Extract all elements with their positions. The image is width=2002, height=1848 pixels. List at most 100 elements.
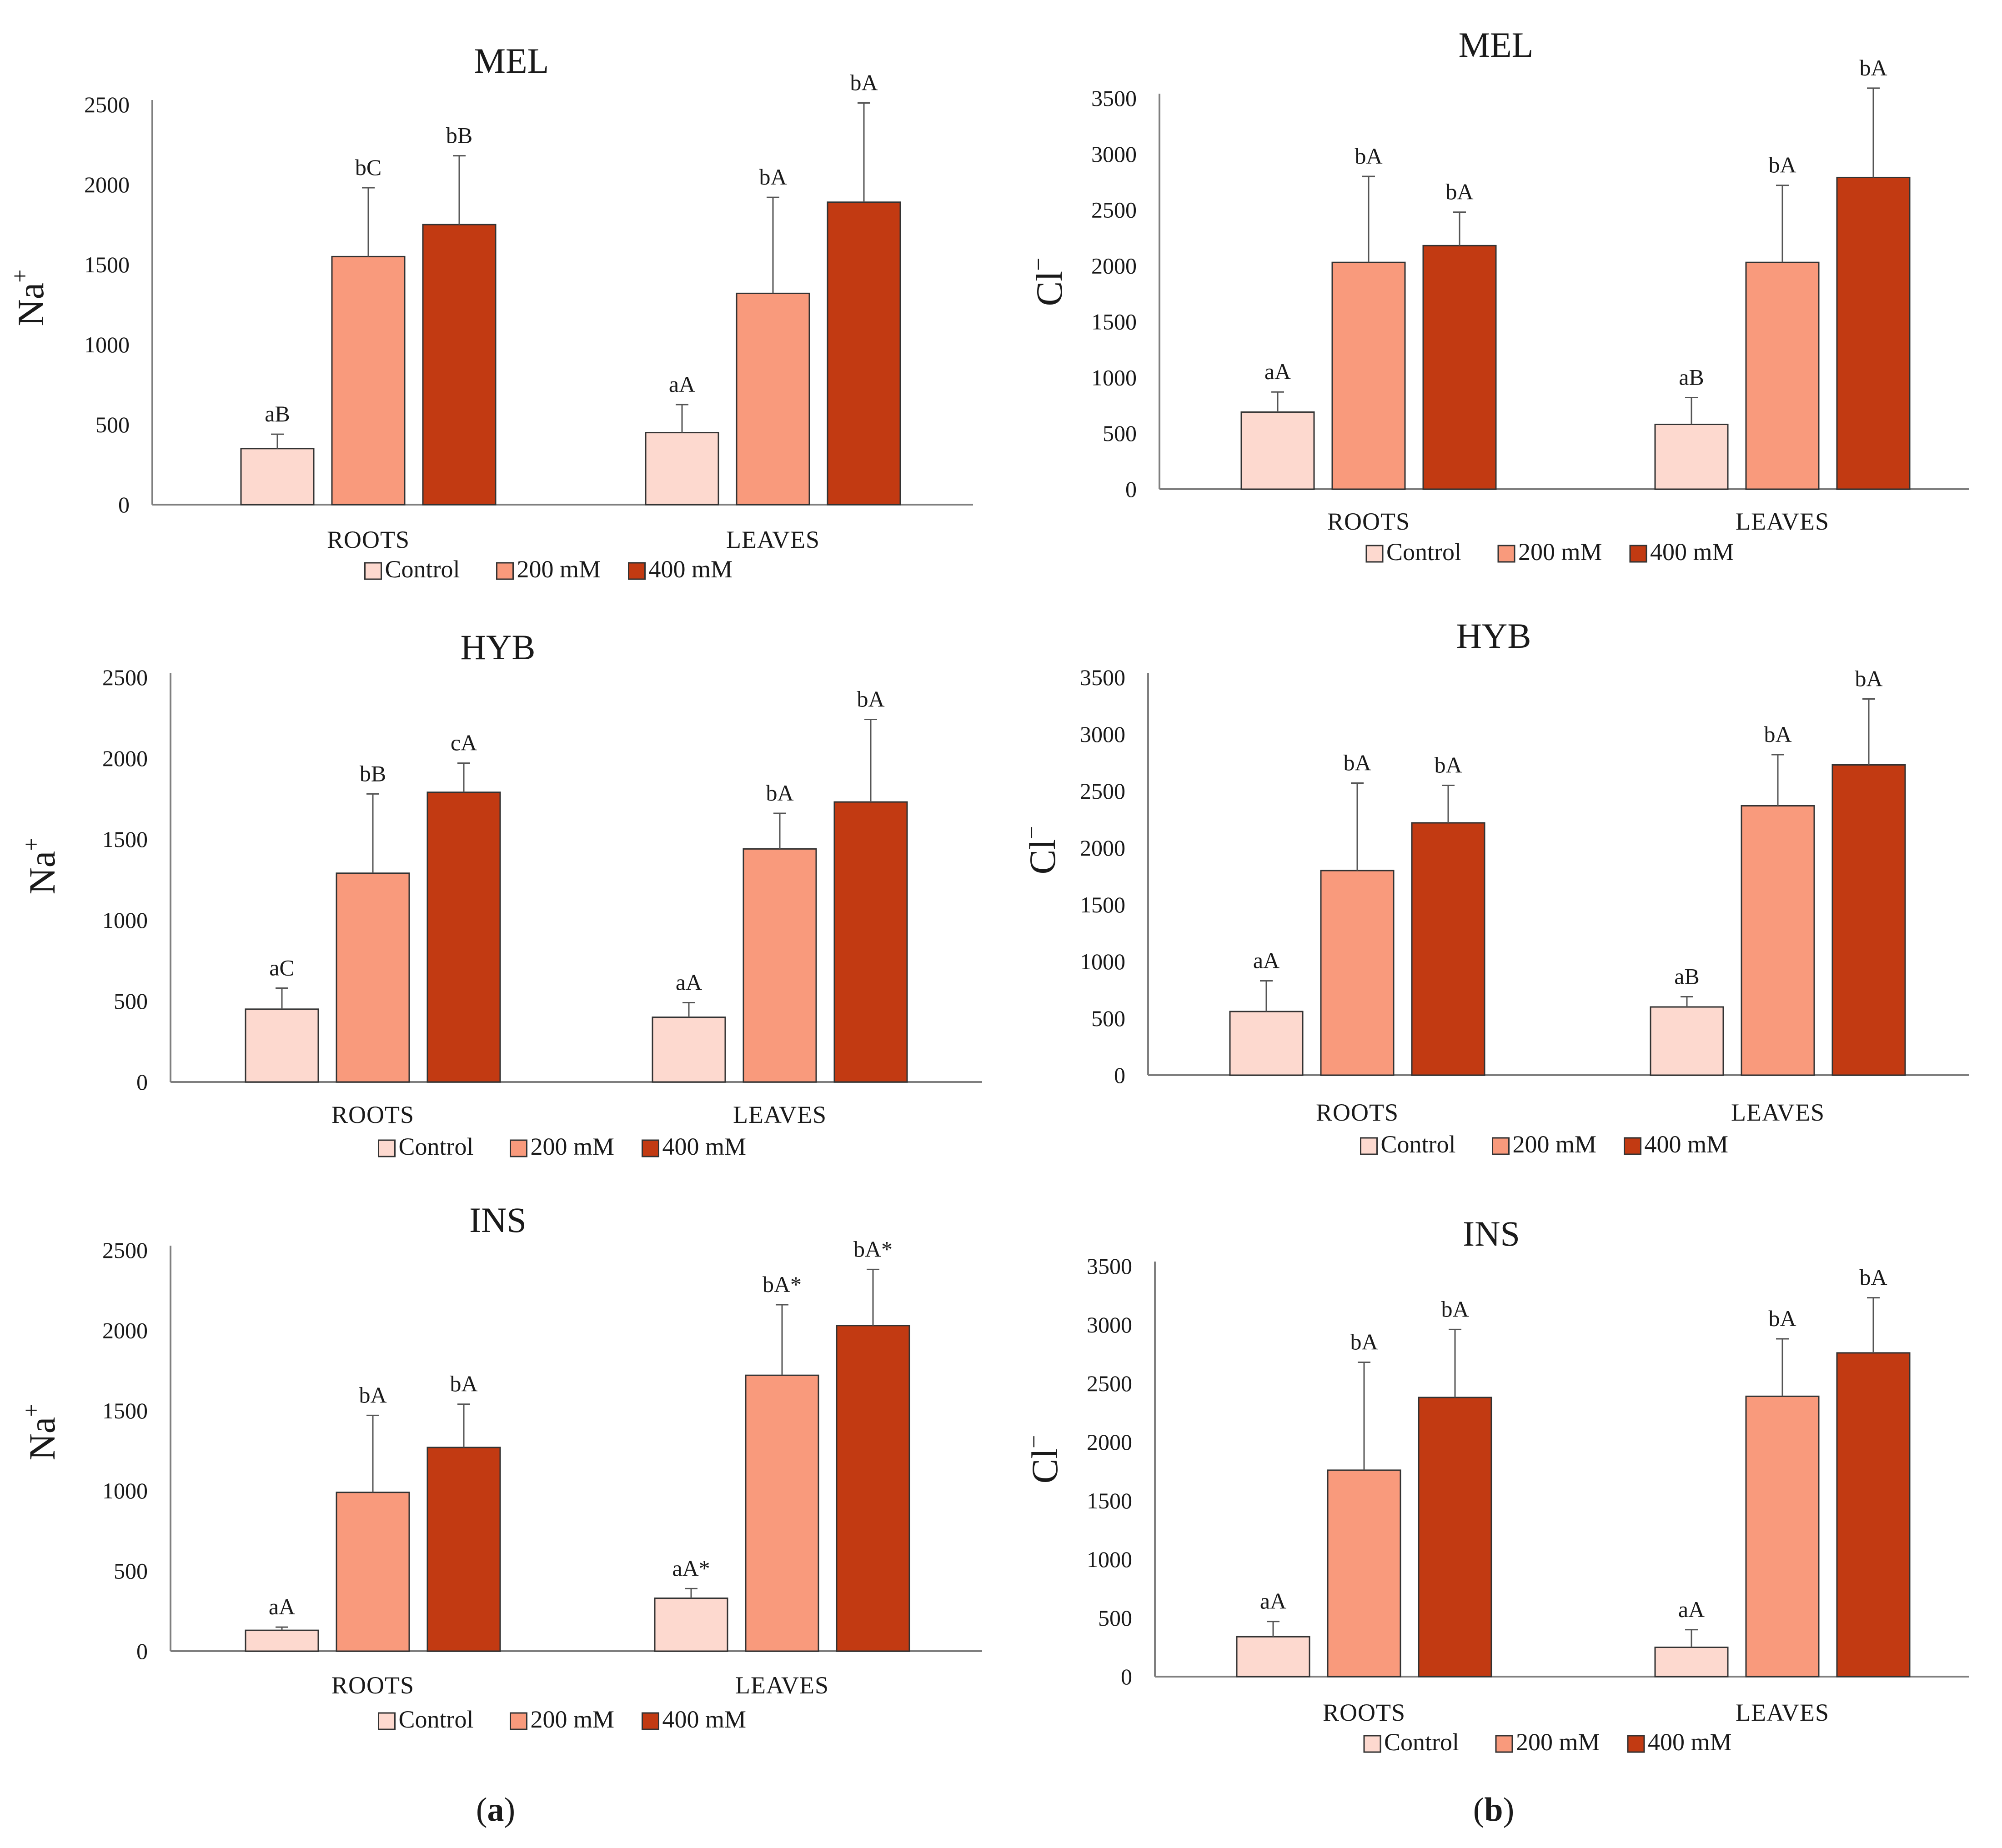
legend-label-400-mm: 400 mM xyxy=(1648,1728,1732,1756)
legend-swatch-control xyxy=(1363,1735,1381,1753)
bar-roots-control xyxy=(1236,1636,1310,1678)
y-tick-label: 1500 xyxy=(1080,892,1125,917)
y-tick-label: 500 xyxy=(1091,1006,1125,1031)
bar-roots-control xyxy=(1240,411,1315,490)
data-label-leaves-400-mm: bA xyxy=(1859,1265,1887,1290)
y-axis-label: Cl− xyxy=(1019,826,1063,875)
bar-leaves-control xyxy=(654,1598,728,1652)
bar-roots-control xyxy=(1229,1011,1304,1076)
legend-label-control: Control xyxy=(1386,538,1461,566)
data-label-leaves-400-mm: bA xyxy=(850,70,878,95)
bar-roots-200-mm xyxy=(336,1492,410,1652)
y-axis-label-sup: − xyxy=(1026,258,1052,271)
legend-label-200-mm: 200 mM xyxy=(517,556,601,583)
data-label-leaves-control: aA* xyxy=(672,1555,710,1581)
bar-leaves-200-mm xyxy=(1741,805,1815,1076)
data-label-roots-control: aA xyxy=(1260,1588,1286,1614)
y-tick-label: 0 xyxy=(136,1069,148,1095)
data-label-roots-200-mm: bA xyxy=(359,1382,386,1407)
data-label-roots-200-mm: bA xyxy=(1355,143,1382,169)
y-tick-label: 2000 xyxy=(102,1317,148,1343)
data-label-leaves-400-mm: bA xyxy=(857,686,884,712)
chart-title: MEL xyxy=(474,41,549,80)
y-tick-label: 500 xyxy=(114,988,148,1014)
y-tick-label: 2500 xyxy=(1087,1371,1132,1396)
y-tick-label: 3000 xyxy=(1087,1312,1132,1337)
bar-roots-400-mm xyxy=(422,224,497,506)
y-axis-label-base: Na xyxy=(10,283,51,326)
chart-ins-cl: INS Cl− 0 500 1000 1500 2000 2500 3000 3500 ROOTS a… xyxy=(1021,1214,1969,1756)
y-tick-label: 1500 xyxy=(84,252,130,277)
legend-swatch-400-mm xyxy=(642,1712,659,1730)
x-tick-label: ROOTS xyxy=(331,1101,414,1128)
bar-roots-200-mm xyxy=(1331,261,1406,490)
y-tick-label: 500 xyxy=(1098,1605,1132,1631)
chart-mel-cl: MEL Cl− 0 500 1000 1500 2000 2500 3000 3500 ROOTS a… xyxy=(1026,25,1969,566)
data-label-leaves-400-mm: bA xyxy=(1855,666,1882,691)
bar-leaves-control xyxy=(1654,1647,1729,1678)
data-label-roots-200-mm: bA xyxy=(1350,1329,1378,1355)
data-label-roots-control: aA xyxy=(1253,948,1279,973)
y-tick-label: 3000 xyxy=(1080,721,1125,747)
y-tick-label: 2000 xyxy=(84,172,130,197)
y-tick-label: 3500 xyxy=(1087,1253,1132,1279)
bar-leaves-400-mm xyxy=(833,801,908,1083)
y-tick-label: 2000 xyxy=(1087,1429,1132,1455)
y-tick-label: 0 xyxy=(1121,1664,1132,1689)
x-tick-label: ROOTS xyxy=(1323,1699,1405,1726)
y-tick-label: 0 xyxy=(1125,476,1137,502)
bar-roots-400-mm xyxy=(1418,1397,1492,1678)
data-label-leaves-control: aA xyxy=(676,970,702,995)
data-label-roots-400-mm: bA xyxy=(1441,1296,1469,1322)
y-tick-label: 3500 xyxy=(1091,85,1137,111)
chart-title: INS xyxy=(1463,1214,1520,1253)
bar-roots-400-mm xyxy=(426,1447,501,1652)
x-tick-label: LEAVES xyxy=(1736,1699,1829,1726)
legend-label-200-mm: 200 mM xyxy=(1516,1728,1600,1756)
data-label-roots-200-mm: bA xyxy=(1343,750,1371,776)
y-tick-label: 500 xyxy=(114,1558,148,1584)
legend-label-control: Control xyxy=(399,1706,474,1733)
legend-label-400-mm: 400 mM xyxy=(1650,538,1734,566)
charts: MELNa+05001000150020002500ROOTSaBbCbBLEA… xyxy=(7,25,1969,1756)
legend-label-400-mm: 400 mM xyxy=(649,556,733,583)
y-tick-label: 1000 xyxy=(1087,1547,1132,1572)
bar-leaves-200-mm xyxy=(1745,261,1820,490)
legend-swatch-400-mm xyxy=(1629,545,1647,563)
y-tick-label: 2500 xyxy=(1091,197,1137,223)
data-label-leaves-200-mm: bA xyxy=(759,164,787,190)
y-tick-label: 1000 xyxy=(1091,365,1137,390)
legend-label-control: Control xyxy=(399,1133,474,1160)
y-tick-label: 1500 xyxy=(102,826,148,852)
data-label-roots-400-mm: bB xyxy=(446,123,472,148)
legend-swatch-200-mm xyxy=(510,1139,527,1157)
legend-label-200-mm: 200 mM xyxy=(1518,538,1602,566)
y-axis-label-sup: − xyxy=(1019,826,1045,839)
bar-leaves-400-mm xyxy=(836,1325,910,1652)
legend-label-400-mm: 400 mM xyxy=(662,1706,747,1733)
y-tick-label: 2500 xyxy=(1080,778,1125,804)
bar-leaves-200-mm xyxy=(745,1374,819,1652)
bar-leaves-400-mm xyxy=(827,201,901,506)
data-label-roots-control: aA xyxy=(269,1594,295,1619)
legend-label-control: Control xyxy=(1384,1728,1459,1756)
bar-roots-control xyxy=(245,1008,319,1083)
bar-leaves-control xyxy=(1650,1006,1724,1076)
panel-label-a: (a) xyxy=(476,1791,515,1828)
chart-mel-na: MELNa+05001000150020002500ROOTSaBbCbBLEA… xyxy=(7,41,973,583)
bar-roots-control xyxy=(240,448,315,506)
legend-label-400-mm: 400 mM xyxy=(662,1133,747,1160)
legend-swatch-400-mm xyxy=(628,562,646,580)
bar-roots-200-mm xyxy=(331,255,406,506)
y-axis-label-sup: + xyxy=(19,838,45,851)
bar-leaves-200-mm xyxy=(736,292,810,506)
legend-swatch-400-mm xyxy=(1624,1137,1641,1155)
y-axis-label-sup: + xyxy=(7,270,33,283)
x-tick-label: ROOTS xyxy=(327,526,410,553)
data-label-leaves-control: aB xyxy=(1674,964,1700,989)
y-tick-label: 1000 xyxy=(84,332,130,357)
y-tick-label: 1500 xyxy=(102,1398,148,1423)
bar-roots-400-mm xyxy=(1422,245,1497,490)
y-tick-label: 500 xyxy=(95,412,130,437)
